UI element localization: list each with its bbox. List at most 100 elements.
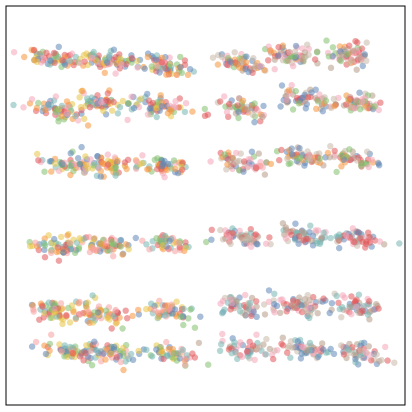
scatter-point [371, 103, 378, 110]
scatter-point [226, 100, 233, 108]
scatter-point [31, 57, 38, 64]
scatter-point [300, 229, 307, 237]
point-cluster [201, 93, 268, 126]
scatter-point [81, 115, 88, 123]
scatter-point [337, 57, 345, 65]
scatter-point [327, 234, 334, 242]
scatter-point [266, 345, 273, 353]
scatter-point [320, 295, 327, 302]
scatter-point [144, 111, 152, 118]
scatter-point [260, 341, 267, 348]
scatter-point [72, 53, 79, 61]
scatter-point [28, 96, 36, 103]
scatter-point [106, 52, 113, 59]
scatter-point [67, 343, 74, 351]
scatter-point [67, 150, 74, 157]
scatter-point [314, 49, 321, 56]
scatter-point [219, 310, 226, 317]
scatter-point [51, 300, 58, 307]
scatter-point [182, 100, 190, 107]
scatter-point [223, 109, 231, 116]
scatter-point [35, 157, 42, 164]
scatter-point [177, 64, 184, 71]
scatter-point [262, 351, 270, 358]
scatter-point [116, 104, 124, 111]
scatter-point [59, 320, 66, 328]
scatter-point [304, 94, 312, 101]
scatter-point [292, 220, 299, 227]
scatter-point [358, 98, 366, 106]
scatter-point [151, 156, 158, 163]
scatter-point [222, 227, 229, 234]
scatter-point [330, 350, 338, 358]
scatter-point [227, 58, 234, 65]
scatter-point [172, 165, 179, 173]
scatter-point [371, 237, 379, 244]
scatter-point [290, 297, 297, 304]
scatter-point [87, 156, 94, 163]
scatter-point [260, 102, 267, 110]
scatter-point [251, 100, 258, 107]
scatter-point [129, 312, 136, 320]
scatter-point [124, 156, 132, 163]
scatter-point [153, 104, 160, 112]
scatter-point [182, 244, 189, 251]
scatter-point [353, 303, 360, 311]
scatter-point [340, 351, 348, 358]
scatter-point [244, 106, 251, 113]
scatter-point [133, 158, 141, 165]
scatter-point [295, 100, 303, 107]
scatter-point [79, 87, 86, 95]
scatter-point [237, 233, 244, 240]
scatter-point [124, 315, 131, 322]
scatter-point [283, 57, 290, 65]
scatter-point [241, 158, 248, 165]
scatter-point [271, 66, 278, 73]
scatter-point [36, 316, 43, 323]
scatter-point [314, 353, 322, 361]
scatter-point [42, 350, 50, 358]
scatter-point [261, 171, 269, 178]
scatter-point [177, 53, 184, 61]
scatter-point [350, 47, 357, 54]
scatter-point [266, 234, 273, 241]
scatter-point [59, 161, 66, 168]
scatter-point [251, 356, 258, 364]
scatter-point [376, 238, 384, 245]
scatter-point [134, 64, 141, 71]
scatter-point [251, 119, 258, 126]
scatter-point [357, 347, 364, 354]
scatter-point [320, 346, 327, 353]
scatter-point [346, 97, 353, 104]
scatter-point [63, 348, 70, 356]
scatter-point [306, 297, 313, 304]
scatter-point [82, 350, 89, 357]
point-cluster [124, 152, 189, 181]
scatter-point [204, 111, 212, 118]
scatter-point [149, 353, 156, 360]
point-cluster [327, 339, 398, 368]
scatter-point [219, 297, 227, 305]
scatter-point [292, 88, 299, 95]
scatter-point [91, 338, 98, 345]
scatter-point [228, 350, 235, 357]
scatter-point [218, 53, 226, 61]
scatter-point [60, 249, 67, 256]
scatter-point [77, 311, 84, 318]
scatter-point [41, 242, 49, 249]
point-cluster [263, 334, 338, 362]
scatter-point [163, 71, 170, 78]
scatter-point [99, 160, 106, 167]
scatter-point [305, 305, 312, 312]
scatter-point [253, 331, 260, 338]
scatter-point [346, 146, 353, 153]
scatter-point [229, 225, 236, 232]
scatter-point [33, 104, 41, 112]
scatter-point [319, 340, 326, 347]
scatter-point [243, 59, 250, 66]
scatter-point [85, 308, 92, 316]
scatter-point [65, 304, 72, 312]
scatter-point [139, 152, 146, 159]
scatter-point [366, 316, 373, 323]
scatter-point [235, 342, 242, 349]
